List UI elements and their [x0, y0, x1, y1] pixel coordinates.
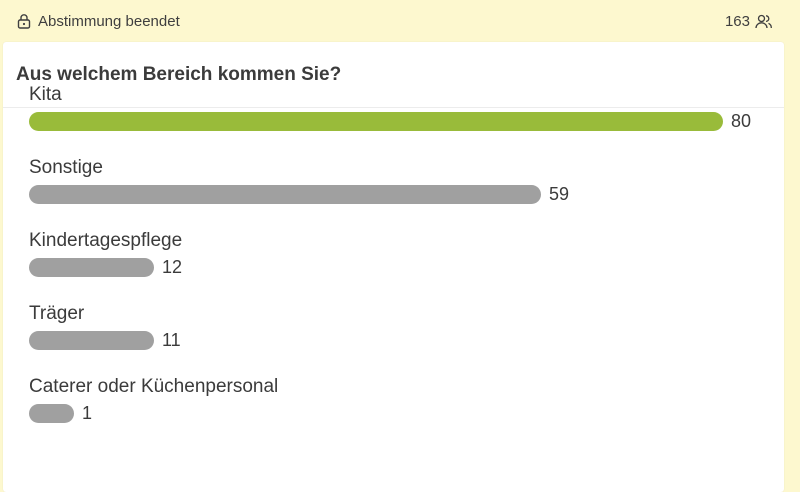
vote-count-value: 163 — [724, 12, 750, 30]
poll-status-bar: Abstimmung beendet 163 — [0, 0, 800, 42]
poll-option: Kita 80 — [29, 84, 769, 157]
poll-option: Sonstige 59 — [29, 157, 769, 230]
poll-option: Kindertagespflege 12 — [29, 230, 769, 303]
poll-option-result: 80 — [29, 111, 769, 131]
poll-option-label: Sonstige — [29, 157, 103, 178]
poll-status-text: Abstimmung beendet — [38, 12, 180, 30]
poll-option-result: 1 — [29, 403, 769, 423]
poll-options: Kita 80 Sonstige 59 Kindertagespflege 12 Träge… — [29, 84, 769, 449]
result-bar — [29, 330, 154, 350]
poll-option-result: 11 — [29, 330, 769, 350]
poll-option-label: Kindertagespflege — [29, 230, 183, 251]
poll-question: Aus welchem Bereich kommen Sie? — [16, 64, 342, 85]
poll-option-votes: 80 — [731, 110, 752, 131]
poll-option: Träger 11 — [29, 303, 769, 376]
poll-option-label: Träger — [29, 303, 85, 324]
poll-option-label: Kita — [29, 84, 62, 105]
poll-option-votes: 59 — [549, 183, 570, 204]
vote-count: 163 — [725, 11, 772, 31]
poll-option-votes: 12 — [162, 256, 183, 277]
result-bar — [29, 257, 154, 277]
result-bar — [29, 184, 541, 204]
result-bar — [29, 111, 723, 131]
poll-option-label: Caterer oder Küchenpersonal — [29, 376, 279, 397]
poll-option: Caterer oder Küchenpersonal 1 — [29, 376, 769, 449]
poll-status: Abstimmung beendet — [17, 11, 180, 31]
poll-header: Aus welchem Bereich kommen Sie? — [3, 42, 784, 108]
result-bar — [29, 403, 74, 423]
poll-option-result: 12 — [29, 257, 769, 277]
people-icon — [755, 14, 772, 28]
poll-option-votes: 11 — [162, 329, 181, 350]
poll-option-votes: 1 — [82, 402, 93, 423]
poll-option-result: 59 — [29, 184, 769, 204]
lock-icon — [17, 14, 31, 29]
